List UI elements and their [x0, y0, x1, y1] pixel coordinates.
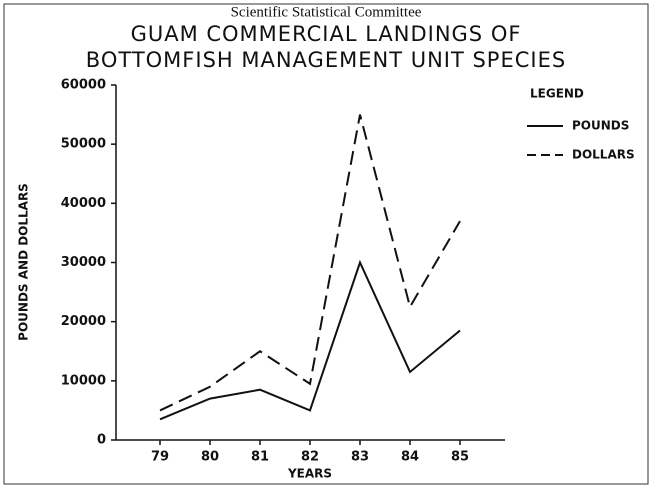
x-tick-label: 83	[351, 450, 369, 465]
y-tick-label: 30000	[61, 255, 106, 270]
x-tick-label: 85	[451, 450, 469, 465]
x-tick-label: 79	[151, 450, 169, 465]
x-axis-label: YEARS	[287, 467, 332, 481]
y-tick-label: 60000	[61, 78, 106, 93]
legend-title: LEGEND	[530, 87, 584, 101]
y-tick-label: 0	[97, 433, 106, 448]
x-tick-label: 80	[201, 450, 219, 465]
y-tick-label: 40000	[61, 196, 106, 211]
chart-title: GUAM COMMERCIAL LANDINGS OF	[131, 22, 522, 46]
y-tick-label: 50000	[61, 137, 106, 152]
legend-label: DOLLARS	[572, 148, 635, 162]
y-tick-label: 10000	[61, 373, 106, 388]
x-tick-label: 84	[401, 450, 419, 465]
legend-label: POUNDS	[572, 119, 629, 133]
data-line	[159, 259, 461, 421]
header: Scientific Statistical Committee	[231, 4, 422, 20]
y-tick-label: 20000	[61, 314, 106, 329]
chart-title: BOTTOMFISH MANAGEMENT UNIT SPECIES	[86, 48, 566, 72]
x-tick-label: 82	[301, 450, 319, 465]
x-tick-label: 81	[251, 450, 269, 465]
y-axis-label: POUNDS AND DOLLARS	[17, 183, 31, 341]
frame	[3, 3, 649, 485]
data-line	[159, 114, 461, 412]
